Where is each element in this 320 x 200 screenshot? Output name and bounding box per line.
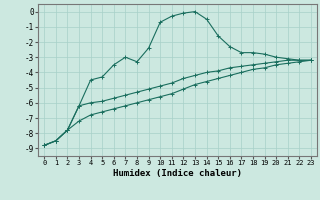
X-axis label: Humidex (Indice chaleur): Humidex (Indice chaleur) (113, 169, 242, 178)
